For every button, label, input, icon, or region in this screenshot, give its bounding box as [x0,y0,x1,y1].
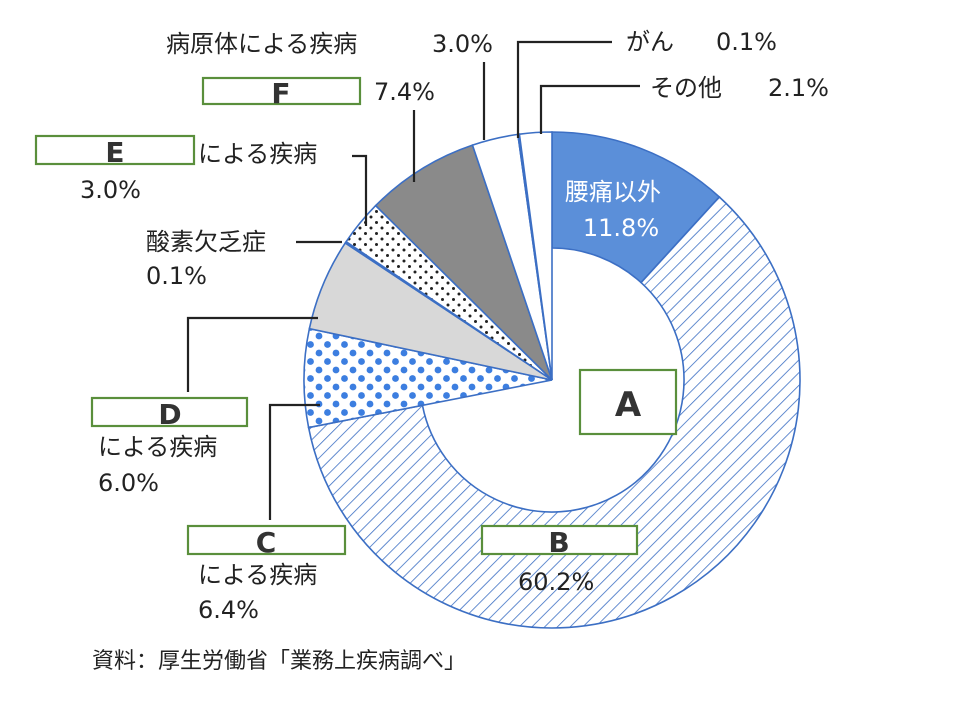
labels-group: 腰痛以外11.8%AB60.2%Cによる疾病6.4%Dによる疾病6.0%酸素欠乏… [34,28,829,624]
slice-f [374,144,553,381]
source-note: 資料：厚生労働省「業務上疾病調べ」 [92,649,466,674]
slice-value-lumbago-other: 11.8% [583,214,659,242]
slice-other [518,131,553,381]
leader-c [268,403,320,520]
box-f [201,76,362,106]
slice-label-c: による疾病 [198,561,317,589]
leader-lines-group [186,40,640,520]
slice-label-d: による疾病 [98,433,217,461]
slice-value-c: 6.4% [198,596,259,624]
box-d [90,396,249,428]
leader-d [186,316,318,392]
slice-b [307,195,801,629]
slice-value-d: 6.0% [98,469,159,497]
slice-label-e: による疾病 [198,140,317,168]
slice-value-pathogen: 3.0% [432,30,493,58]
leader-cancer [516,40,612,138]
slice-value-other: 2.1% [768,74,829,102]
leader-e [352,154,368,226]
center-box-a-label: A [615,385,642,425]
leader-other [539,84,640,134]
slice-label-other: その他 [650,74,722,102]
slice-label-oxygen: 酸素欠乏症 [146,228,266,256]
box-e-label: E [105,136,124,169]
box-e [34,134,196,166]
box-f-label: F [271,77,290,110]
slice-label-cancer: がん [626,28,674,56]
slice-value-b: 60.2% [518,568,594,596]
slice-label-lumbago-other: 腰痛以外 [565,178,661,206]
box-c [186,524,347,556]
slice-value-f: 7.4% [374,78,435,106]
slices-group [303,131,801,629]
slice-label-pathogen: 病原体による疾病 [166,30,357,58]
box-d-label: D [158,398,181,431]
slice-value-cancer: 0.1% [716,28,777,56]
box-c-label: C [256,526,277,559]
slice-value-e: 3.0% [80,176,141,204]
center-box-a [578,368,678,436]
slice-value-oxygen: 0.1% [146,262,207,290]
box-b [480,524,639,556]
box-b-label: B [548,526,569,559]
